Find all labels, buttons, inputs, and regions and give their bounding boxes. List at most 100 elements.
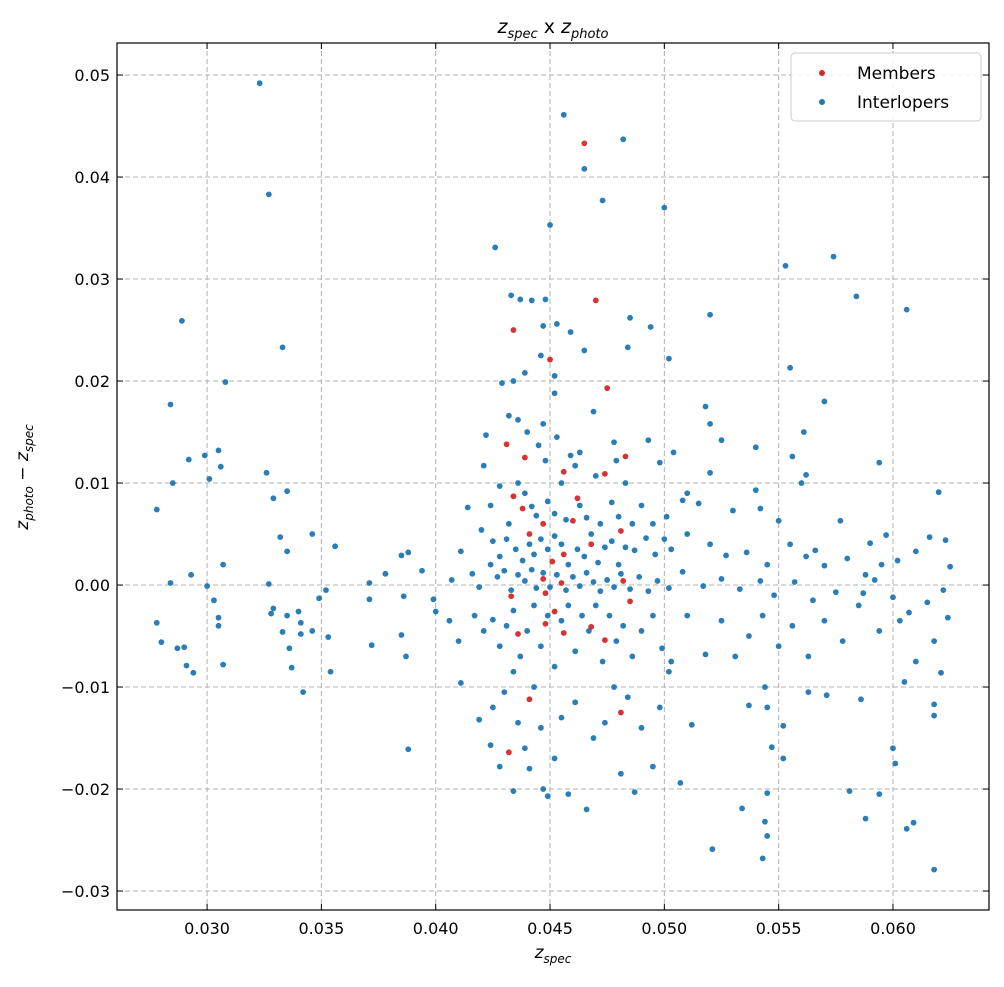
legend-label-members: Members <box>857 64 936 84</box>
point-interlopers <box>565 561 572 568</box>
point-interlopers <box>325 634 332 640</box>
point-interlopers <box>768 744 775 751</box>
point-interlopers <box>787 541 793 548</box>
point-interlopers <box>661 204 668 211</box>
point-interlopers <box>579 612 585 619</box>
point-interlopers <box>567 329 574 335</box>
point-interlopers <box>624 344 631 351</box>
point-interlopers <box>382 570 389 577</box>
point-interlopers <box>496 643 503 650</box>
point-members <box>618 709 624 716</box>
point-interlopers <box>558 617 565 624</box>
point-interlopers <box>455 638 462 645</box>
point-interlopers <box>752 487 759 494</box>
point-interlopers <box>597 520 604 527</box>
point-interlopers <box>645 437 652 444</box>
point-interlopers <box>153 506 160 513</box>
point-interlopers <box>853 293 860 300</box>
point-interlopers <box>812 547 819 554</box>
point-interlopers <box>521 490 528 497</box>
x-tick-label: 0.055 <box>756 919 802 938</box>
point-interlopers <box>533 512 540 519</box>
y-tick-label: −0.03 <box>61 882 110 901</box>
point-interlopers <box>398 552 405 559</box>
point-interlopers <box>723 552 729 559</box>
point-interlopers <box>876 628 883 634</box>
point-interlopers <box>791 579 798 585</box>
point-interlopers <box>489 704 496 711</box>
point-interlopers <box>629 653 636 660</box>
point-interlopers <box>544 612 551 619</box>
point-interlopers <box>167 580 174 586</box>
point-interlopers <box>517 653 524 660</box>
point-interlopers <box>611 684 617 690</box>
point-members <box>542 620 549 627</box>
point-interlopers <box>489 538 496 545</box>
point-interlopers <box>524 628 531 634</box>
point-interlopers <box>551 663 558 670</box>
y-tick-label: 0.02 <box>74 372 110 391</box>
point-interlopers <box>483 432 489 438</box>
point-interlopers <box>627 586 633 593</box>
y-tick-label: 0.03 <box>74 270 110 289</box>
point-interlopers <box>501 689 508 696</box>
point-interlopers <box>270 605 277 612</box>
point-members <box>618 528 624 534</box>
point-interlopers <box>284 548 291 555</box>
point-interlopers <box>942 537 949 544</box>
point-interlopers <box>618 770 624 777</box>
point-interlopers <box>759 612 766 619</box>
point-interlopers <box>896 617 903 624</box>
chart-title: zspec x zphoto <box>497 16 609 42</box>
point-interlopers <box>284 488 291 495</box>
point-interlopers <box>926 534 933 540</box>
point-interlopers <box>510 668 517 675</box>
point-members <box>560 468 567 475</box>
point-interlopers <box>702 651 709 658</box>
point-members <box>540 520 547 527</box>
point-interlopers <box>707 311 713 318</box>
point-interlopers <box>492 244 499 251</box>
point-interlopers <box>480 628 487 634</box>
point-interlopers <box>707 541 713 548</box>
point-interlopers <box>551 373 558 379</box>
point-interlopers <box>558 480 565 486</box>
point-interlopers <box>526 541 533 548</box>
point-members <box>560 551 567 558</box>
point-interlopers <box>517 296 524 303</box>
point-interlopers <box>622 544 629 551</box>
point-interlopers <box>608 538 615 545</box>
point-interlopers <box>787 364 793 371</box>
point-interlopers <box>215 447 222 454</box>
point-interlopers <box>576 449 583 456</box>
x-tick-label: 0.035 <box>298 919 344 938</box>
point-interlopers <box>508 587 515 594</box>
point-interlopers <box>759 855 766 862</box>
point-interlopers <box>540 569 547 576</box>
point-interlopers <box>400 593 407 600</box>
point-interlopers <box>599 197 606 204</box>
point-interlopers <box>567 452 574 459</box>
point-interlopers <box>702 403 709 410</box>
point-interlopers <box>844 555 851 562</box>
point-interlopers <box>537 724 544 731</box>
point-interlopers <box>220 561 226 568</box>
point-interlopers <box>871 577 878 583</box>
point-interlopers <box>940 587 947 594</box>
point-interlopers <box>521 578 528 584</box>
point-interlopers <box>647 324 654 330</box>
point-interlopers <box>764 833 771 839</box>
point-interlopers <box>599 658 606 665</box>
point-interlopers <box>656 704 663 711</box>
point-interlopers <box>862 571 869 578</box>
point-members <box>503 441 510 448</box>
point-interlopers <box>620 622 627 629</box>
x-tick-label: 0.040 <box>413 919 459 938</box>
point-interlopers <box>265 191 272 198</box>
point-members <box>620 578 627 584</box>
point-interlopers <box>736 586 743 593</box>
point-interlopers <box>487 742 494 749</box>
point-interlopers <box>515 480 521 486</box>
point-interlopers <box>592 472 599 479</box>
point-members <box>508 593 515 600</box>
